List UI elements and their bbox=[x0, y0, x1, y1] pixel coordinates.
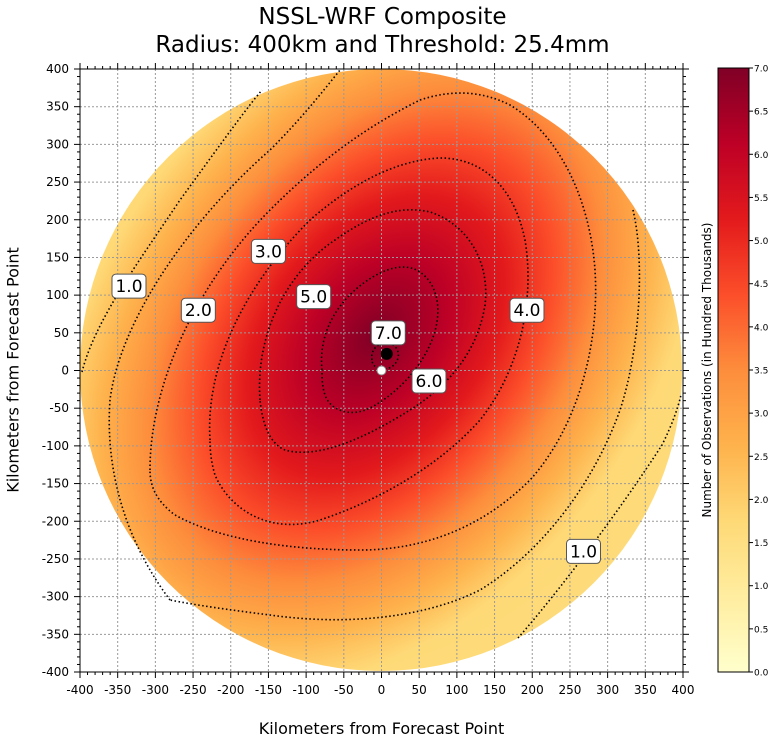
contour-label: 7.0 bbox=[370, 320, 406, 346]
colorbar-tick-label: 5.0 bbox=[754, 237, 769, 247]
y-tick-label: 250 bbox=[46, 175, 69, 189]
contour-label-text: 7.0 bbox=[375, 324, 402, 344]
colorbar-tick-label: 1.0 bbox=[754, 582, 769, 592]
colorbar-tick-label: 5.5 bbox=[754, 194, 768, 204]
colorbar-tick-label: 4.0 bbox=[754, 323, 769, 333]
contour-line-2 bbox=[108, 69, 641, 621]
contour-label-text: 4.0 bbox=[513, 301, 540, 321]
colorbar-tick-label: 0.5 bbox=[754, 625, 768, 635]
x-tick-label: -150 bbox=[255, 683, 282, 697]
contour-label-text: 2.0 bbox=[185, 301, 212, 321]
contour-labels: 1.0 1.0 2.0 3.0 4.0 5.0 6.0 7.0 bbox=[111, 238, 602, 564]
y-tick-label: -50 bbox=[49, 401, 69, 415]
contour-line-3 bbox=[149, 92, 597, 551]
contour-lines bbox=[81, 69, 682, 639]
contour-label-box bbox=[180, 297, 216, 323]
x-tick-label: 150 bbox=[483, 683, 506, 697]
colorbar-tick-label: 3.5 bbox=[754, 367, 768, 377]
colorbar-tick-label: 1.5 bbox=[754, 539, 768, 549]
y-tick-label: 300 bbox=[46, 137, 69, 151]
markers bbox=[376, 347, 393, 376]
axes: -400 -350 -300 -250 -200 -150 -100 -50 0 50 100 150… bbox=[42, 62, 695, 697]
y-tick-label: -200 bbox=[42, 514, 69, 528]
colorbar-tick-label: 6.0 bbox=[754, 151, 769, 161]
contour-label-box bbox=[111, 273, 147, 299]
grid-lines bbox=[80, 69, 683, 672]
y-tick-label: 150 bbox=[46, 250, 69, 264]
x-tick-label: 250 bbox=[558, 683, 581, 697]
x-tick-label: 300 bbox=[596, 683, 619, 697]
x-tick-label: 350 bbox=[634, 683, 657, 697]
x-tick-label: -400 bbox=[66, 683, 93, 697]
y-tick-label: 350 bbox=[46, 100, 69, 114]
x-tick-label: -200 bbox=[217, 683, 244, 697]
x-tick-label: -250 bbox=[179, 683, 206, 697]
contour-line-4 bbox=[208, 157, 529, 526]
contour-label-text: 5.0 bbox=[300, 288, 327, 308]
x-tick-label: -50 bbox=[334, 683, 354, 697]
y-tick-label: 100 bbox=[46, 288, 69, 302]
contour-label: 5.0 bbox=[296, 284, 332, 310]
x-tick-label: -100 bbox=[293, 683, 320, 697]
contour-line-5 bbox=[258, 209, 487, 454]
x-tick-label: 400 bbox=[672, 683, 695, 697]
contour-label: 2.0 bbox=[180, 297, 216, 323]
contour-label: 1.0 bbox=[111, 273, 147, 299]
x-tick-label: -350 bbox=[104, 683, 131, 697]
x-tick-label: 100 bbox=[445, 683, 468, 697]
chart-title: NSSL-WRF Composite bbox=[258, 4, 507, 30]
y-tick-label: 400 bbox=[46, 62, 69, 76]
x-tick-label: -300 bbox=[142, 683, 169, 697]
colorbar-tick-label: 7.0 bbox=[754, 65, 769, 75]
y-tick-label: -100 bbox=[42, 439, 69, 453]
colorbar-tick-label: 0.0 bbox=[754, 669, 769, 679]
y-tick-label: -300 bbox=[42, 590, 69, 604]
y-tick-label: -250 bbox=[42, 552, 69, 566]
colorbar-tick-label: 3.0 bbox=[754, 410, 769, 420]
contour-label-box bbox=[566, 538, 602, 564]
colorbar-ticks: 0.0 0.5 1.0 1.5 2.0 2.5 3.0 3.5 4.0 4.5 5.0 5.5 6.0 6… bbox=[749, 65, 769, 679]
contour-label: 6.0 bbox=[411, 368, 447, 394]
x-axis-label: Kilometers from Forecast Point bbox=[258, 719, 505, 738]
colorbar-tick-label: 6.5 bbox=[754, 108, 768, 118]
contour-label-box bbox=[296, 284, 332, 310]
forecast-point-marker bbox=[376, 365, 387, 376]
contour-label: 1.0 bbox=[566, 538, 602, 564]
y-tick-label: -150 bbox=[42, 477, 69, 491]
colorbar-tick-label: 2.0 bbox=[754, 496, 769, 506]
maximum-point-marker bbox=[380, 347, 393, 360]
colorbar-tick-label: 2.5 bbox=[754, 453, 768, 463]
y-tick-label: 0 bbox=[61, 364, 69, 378]
contour-label-box bbox=[370, 320, 406, 346]
x-tick-label: 50 bbox=[412, 683, 427, 697]
contour-line-6 bbox=[320, 266, 439, 414]
contour-label-text: 1.0 bbox=[115, 277, 142, 297]
contour-line-1-upper bbox=[81, 89, 263, 373]
contour-label: 3.0 bbox=[250, 238, 286, 264]
contour-label-text: 6.0 bbox=[415, 372, 442, 392]
contour-label-box bbox=[411, 368, 447, 394]
contour-label-box bbox=[250, 238, 286, 264]
x-tick-label: 0 bbox=[378, 683, 386, 697]
colorbar bbox=[717, 67, 750, 673]
y-tick-label: -350 bbox=[42, 627, 69, 641]
y-tick-label: 200 bbox=[46, 213, 69, 227]
contour-label-box bbox=[509, 297, 545, 323]
chart-subtitle: Radius: 400km and Threshold: 25.4mm bbox=[155, 32, 610, 58]
y-tick-label: -400 bbox=[42, 665, 69, 679]
y-tick-label: 50 bbox=[54, 326, 69, 340]
contour-label-text: 3.0 bbox=[255, 242, 282, 262]
contour-label: 4.0 bbox=[509, 297, 545, 323]
x-tick-label: 200 bbox=[521, 683, 544, 697]
colorbar-tick-label: 4.5 bbox=[754, 280, 768, 290]
contour-line-1-lower bbox=[517, 394, 682, 639]
contour-label-text: 1.0 bbox=[570, 542, 597, 562]
